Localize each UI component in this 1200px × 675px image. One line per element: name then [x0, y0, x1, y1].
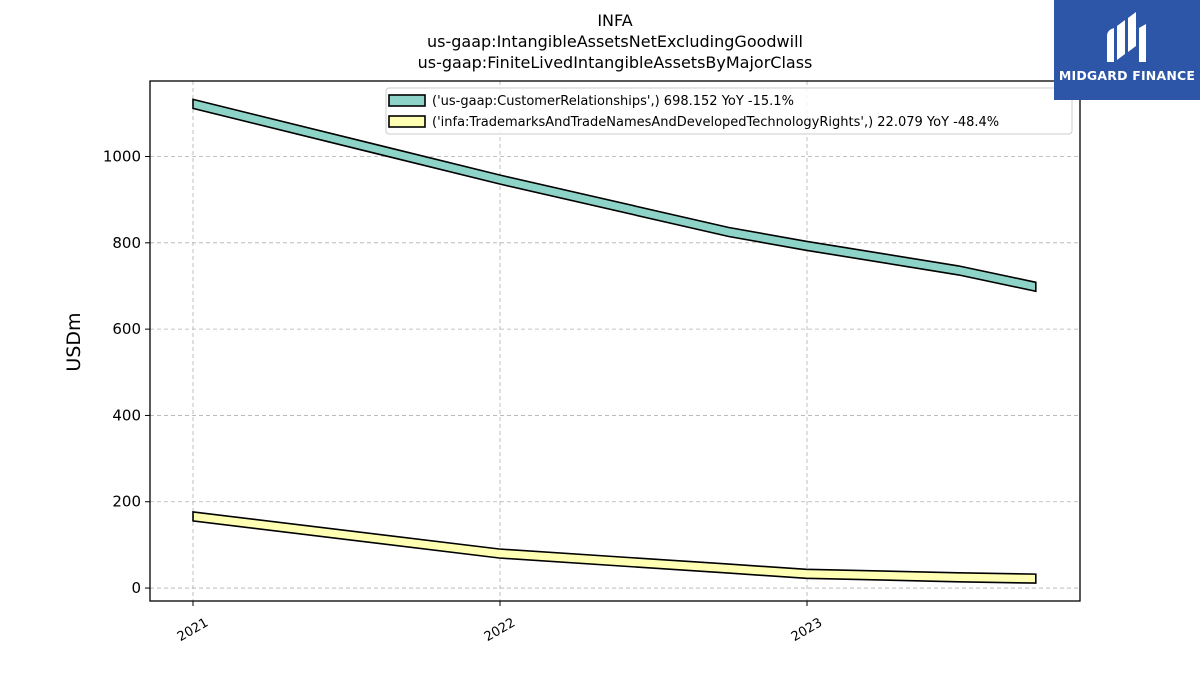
legend: ('us-gaap:CustomerRelationships',) 698.1… [385, 87, 1073, 135]
chart-title-line-3: us-gaap:FiniteLivedIntangibleAssetsByMaj… [417, 53, 813, 72]
x-axis-ticks: 2021 2022 2023 [175, 601, 825, 645]
chart-title-line-1: INFA [597, 11, 633, 30]
legend-entry-label: ('us-gaap:CustomerRelationships',) 698.1… [432, 94, 794, 109]
midgard-finance-logo: MIDGARD FINANCE [1054, 0, 1200, 100]
grid-lines [150, 81, 1080, 601]
y-axis-ticks: 0 200 400 600 800 1000 [103, 148, 150, 597]
y-tick-label: 200 [112, 493, 141, 511]
plot-frame [149, 80, 1081, 602]
legend-swatch [388, 115, 426, 128]
x-tick-label: 2021 [175, 615, 211, 645]
series-layer [192, 98, 1037, 584]
logo-text: MIDGARD FINANCE [1058, 68, 1196, 83]
legend-swatch [388, 94, 426, 107]
y-tick-label: 1000 [103, 148, 141, 166]
y-tick-label: 0 [131, 579, 141, 597]
y-axis-label: USDm [63, 312, 85, 371]
series-line-2 [192, 510, 1037, 584]
legend-entry-label: ('infa:TrademarksAndTradeNamesAndDevelop… [432, 115, 999, 130]
x-tick-label: 2023 [789, 615, 825, 645]
series-line-1 [192, 98, 1037, 293]
chart-title: INFA us-gaap:IntangibleAssetsNetExcludin… [150, 10, 1080, 73]
y-tick-label: 600 [112, 320, 141, 338]
legend-box [385, 87, 1073, 135]
x-tick-label: 2022 [482, 615, 518, 645]
y-tick-label: 400 [112, 406, 141, 424]
y-tick-label: 800 [112, 234, 141, 252]
chart-title-line-2: us-gaap:IntangibleAssetsNetExcludingGood… [427, 32, 803, 51]
logo-mark-icon [1107, 12, 1146, 62]
